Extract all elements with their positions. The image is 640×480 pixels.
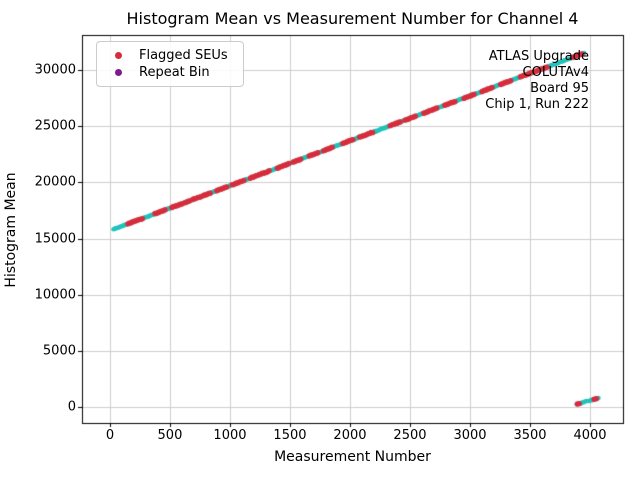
annotation-line: ATLAS Upgrade bbox=[488, 49, 589, 64]
legend-label: Flagged SEUs bbox=[139, 48, 228, 63]
annotation-line: Board 95 bbox=[530, 81, 589, 96]
legend-label: Repeat Bin bbox=[139, 65, 210, 80]
y-tick-label: 0 bbox=[67, 399, 76, 415]
flagged-seus-marker-icon bbox=[115, 52, 122, 59]
x-tick-label: 3000 bbox=[453, 428, 487, 443]
repeat-bin-marker-icon bbox=[115, 69, 122, 76]
y-tick-label: 5000 bbox=[42, 343, 76, 359]
chart-title: Histogram Mean vs Measurement Number for… bbox=[126, 9, 579, 28]
x-tick-label: 0 bbox=[105, 428, 115, 443]
x-tick-label: 1000 bbox=[213, 428, 247, 443]
y-tick-label: 10000 bbox=[34, 287, 76, 303]
x-tick-label: 500 bbox=[157, 428, 183, 443]
x-axis-label: Measurement Number bbox=[274, 449, 431, 465]
annotation-line: Chip 1, Run 222 bbox=[485, 97, 589, 112]
y-tick-label: 15000 bbox=[34, 231, 76, 246]
y-tick-label: 20000 bbox=[34, 174, 76, 190]
legend: Flagged SEUs Repeat Bin bbox=[96, 41, 244, 87]
legend-item-flagged-seus: Flagged SEUs bbox=[105, 47, 233, 64]
annotation-line: COLUTAv4 bbox=[522, 65, 589, 80]
x-tick-label: 1500 bbox=[273, 428, 307, 443]
x-tick-label: 2500 bbox=[393, 428, 427, 443]
y-tick-label: 25000 bbox=[34, 118, 76, 134]
x-tick-label: 2000 bbox=[333, 428, 367, 443]
y-tick-label: 30000 bbox=[34, 62, 76, 78]
x-tick-label: 3500 bbox=[513, 428, 547, 443]
legend-item-repeat-bin: Repeat Bin bbox=[105, 64, 233, 81]
annotation: ATLAS Upgrade COLUTAv4 Board 95 Chip 1, … bbox=[485, 49, 589, 113]
x-tick-label: 4000 bbox=[573, 428, 607, 443]
y-axis-label: Histogram Mean bbox=[3, 172, 19, 288]
